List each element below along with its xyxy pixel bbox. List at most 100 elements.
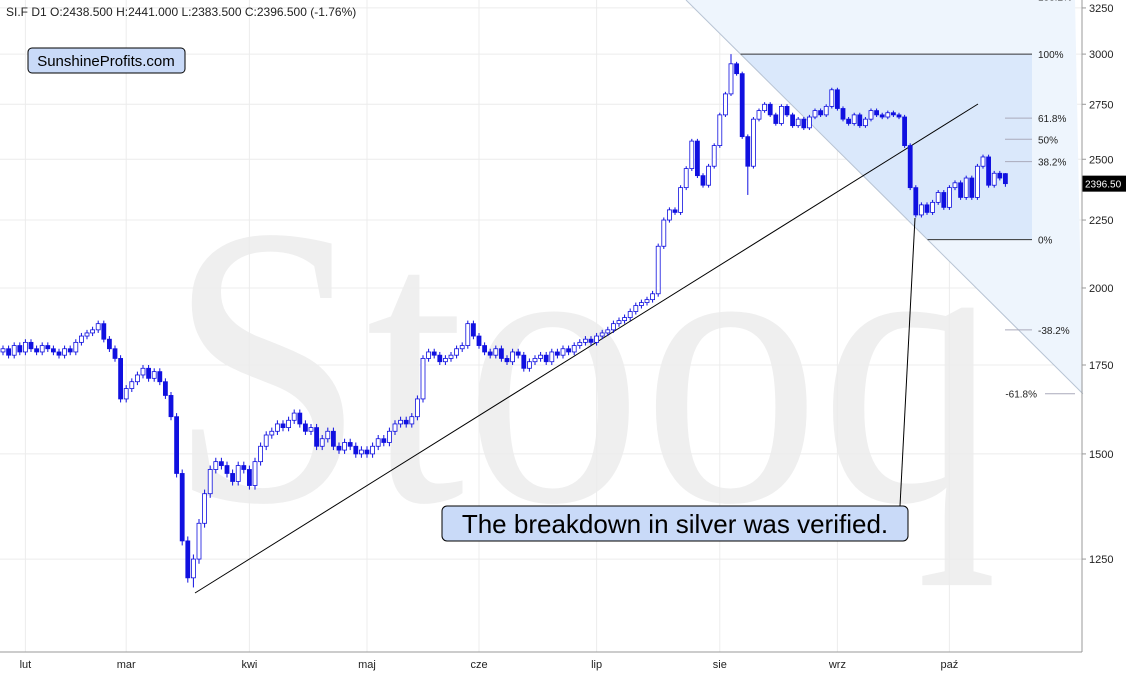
candle-body <box>779 105 784 124</box>
trend-line <box>194 103 979 594</box>
candle-body <box>498 348 504 359</box>
candle-body <box>398 419 404 425</box>
candle-body <box>123 388 129 400</box>
x-tick-label: mar <box>117 659 136 671</box>
x-tick-label: maj <box>358 659 376 671</box>
candle-body <box>386 430 392 443</box>
candle-body <box>594 335 599 343</box>
annotation-box <box>441 505 909 542</box>
candle-body <box>616 320 622 325</box>
candle-body <box>907 145 913 189</box>
y-tick-label: 2500 <box>1089 154 1113 166</box>
candle-body <box>963 177 969 198</box>
candle-body <box>913 187 919 216</box>
candle-body <box>291 412 297 421</box>
candle-body <box>739 73 745 138</box>
candle-body <box>146 367 152 379</box>
x-tick-label: wrz <box>828 659 846 671</box>
candle-body <box>734 63 739 75</box>
candle-body <box>325 430 331 440</box>
candle-body <box>258 445 264 463</box>
candle-body <box>689 140 695 169</box>
candle-body <box>196 522 202 560</box>
y-tick-label: 1500 <box>1089 449 1113 461</box>
candle-body <box>235 465 241 482</box>
candle-body <box>538 354 543 359</box>
candle-body <box>969 177 975 198</box>
candle-body <box>73 341 79 353</box>
candle-body <box>308 427 314 432</box>
candle-body <box>246 469 252 486</box>
candle-body <box>795 118 801 127</box>
candle-body <box>107 338 112 350</box>
candle-body <box>930 201 935 213</box>
candle-body <box>504 358 510 363</box>
candle-body <box>627 311 633 318</box>
y-tick-label: 3000 <box>1089 49 1113 61</box>
candle-body <box>958 182 963 198</box>
y-tick-label: 1250 <box>1089 554 1113 566</box>
candle-body <box>919 204 924 216</box>
candle-body <box>751 118 756 167</box>
candle-body <box>353 445 359 455</box>
candle-body <box>510 351 516 363</box>
candle-body <box>90 329 95 334</box>
candle-body <box>549 351 555 363</box>
candle-body <box>527 361 532 369</box>
candle-body <box>717 114 723 146</box>
candle-body <box>935 192 941 203</box>
y-tick-label: 2750 <box>1089 99 1113 111</box>
candle-body <box>767 103 773 116</box>
candle-body <box>487 351 493 356</box>
candle-body <box>347 442 353 447</box>
candle-body <box>224 465 230 474</box>
candle-body <box>118 358 123 400</box>
candle-body <box>437 354 443 363</box>
candle-body <box>465 323 471 346</box>
candle-body <box>358 449 364 455</box>
candle-body <box>140 367 146 376</box>
candle-body <box>493 348 499 356</box>
fib-diagonal <box>685 0 1084 395</box>
x-tick-label: sie <box>713 659 727 671</box>
candle-body <box>336 445 342 451</box>
x-tick-label: cze <box>470 659 487 671</box>
fib-label: 0% <box>1038 236 1053 247</box>
candle-body <box>622 317 627 322</box>
candle-body <box>885 112 891 118</box>
fib-label: -38.2% <box>1038 326 1070 337</box>
candle-body <box>980 156 986 167</box>
candle-body <box>185 540 191 579</box>
candle-body <box>566 348 571 353</box>
candle-body <box>22 341 28 353</box>
candle-body <box>762 103 767 112</box>
candle-body <box>129 381 135 389</box>
candle-body <box>543 354 549 363</box>
candle-body <box>442 358 448 363</box>
price-tag-box <box>1082 175 1126 192</box>
candle-body <box>11 345 17 356</box>
candle-body <box>672 209 678 213</box>
candle-body <box>207 469 213 495</box>
annotation: The breakdown in silver was verified. <box>462 509 888 539</box>
fib-label: 100% <box>1038 50 1064 61</box>
candle-body <box>784 105 790 116</box>
y-tick-label: 2250 <box>1089 215 1113 227</box>
candle-body <box>6 348 11 356</box>
candle-body <box>695 140 700 177</box>
fib-label: 50% <box>1038 135 1058 146</box>
candle-body <box>381 438 387 443</box>
candle-body <box>857 114 863 127</box>
candle-body <box>297 412 303 425</box>
candle-body <box>532 358 538 363</box>
candle-body <box>667 209 672 221</box>
candle-body <box>431 351 437 356</box>
fib-label: 38.2% <box>1038 158 1066 169</box>
candle-body <box>818 110 823 116</box>
candle-body <box>56 351 62 356</box>
candle-body <box>515 351 521 356</box>
y-tick-label: 2000 <box>1089 283 1113 295</box>
candle-body <box>941 192 947 208</box>
candle-body <box>112 348 118 359</box>
